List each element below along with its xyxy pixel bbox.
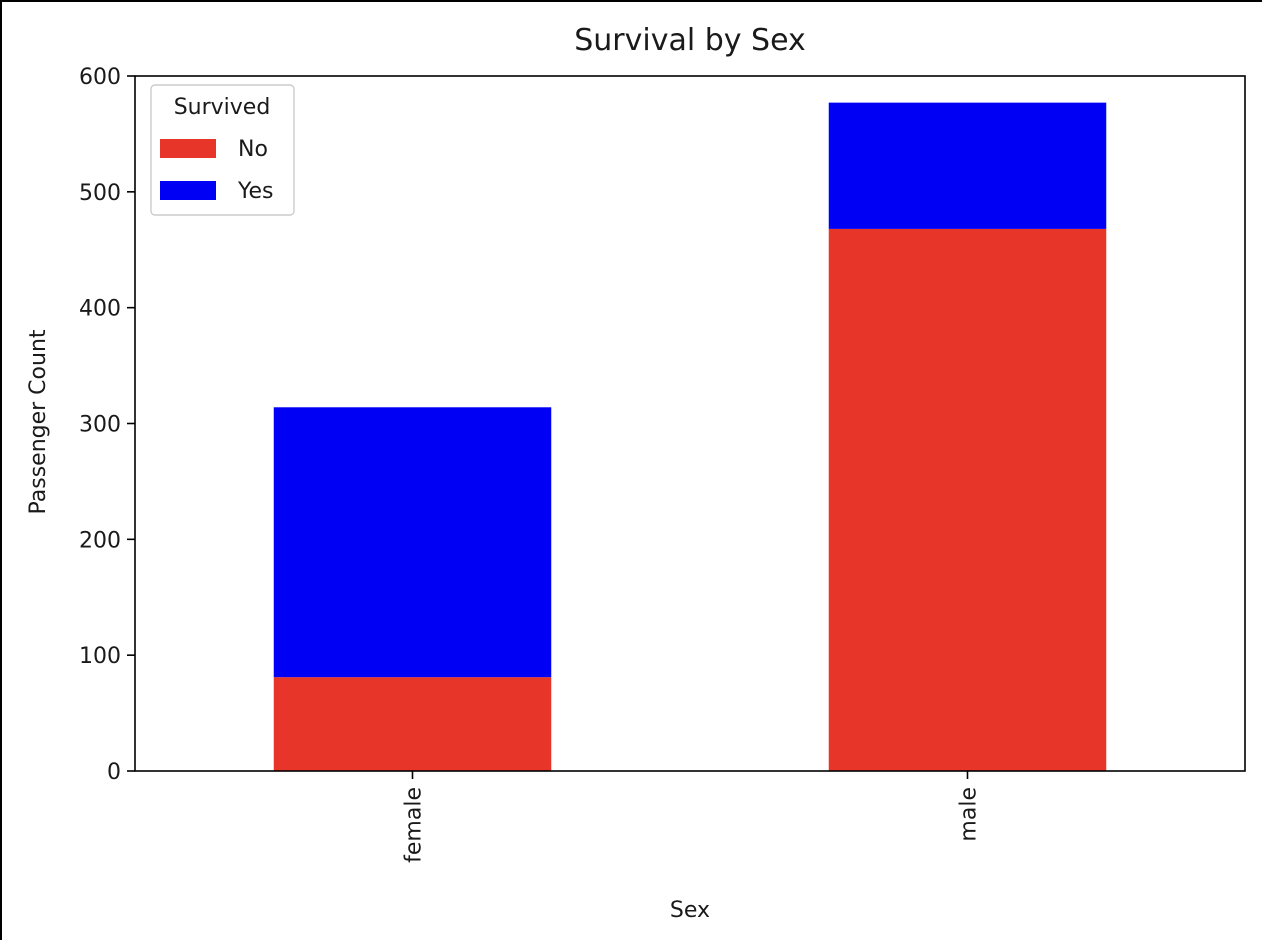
legend-title: Survived — [174, 95, 271, 120]
legend-swatch-yes — [160, 181, 216, 200]
plot-area-border — [134, 75, 1246, 772]
y-tick-label: 200 — [79, 528, 121, 553]
y-axis: 0 100 200 300 400 500 600 — [79, 65, 135, 785]
x-axis-label: Sex — [670, 898, 710, 923]
x-tick-label-male: male — [957, 787, 982, 842]
chart-title: Survival by Sex — [574, 23, 806, 58]
y-axis-label: Passenger Count — [26, 329, 51, 514]
bar-female-yes — [273, 407, 552, 678]
legend-swatch-no — [160, 139, 216, 158]
y-tick-label: 300 — [79, 413, 121, 438]
bar-male-yes — [828, 102, 1107, 229]
y-tick-label: 0 — [107, 760, 121, 785]
legend-items: No Yes — [160, 137, 274, 204]
y-tick-label: 600 — [79, 65, 121, 90]
legend-label-no: No — [238, 137, 268, 162]
y-tick-label: 100 — [79, 644, 121, 669]
bar-female-no — [273, 677, 552, 771]
y-tick-label: 500 — [79, 181, 121, 206]
legend: Survived No Yes — [150, 84, 295, 216]
x-axis: female male — [402, 771, 982, 863]
bar-male-no — [828, 228, 1107, 771]
bars-layer — [273, 102, 1107, 771]
y-tick-label: 400 — [79, 297, 121, 322]
legend-label-yes: Yes — [237, 179, 274, 204]
x-tick-label-female: female — [402, 787, 427, 863]
